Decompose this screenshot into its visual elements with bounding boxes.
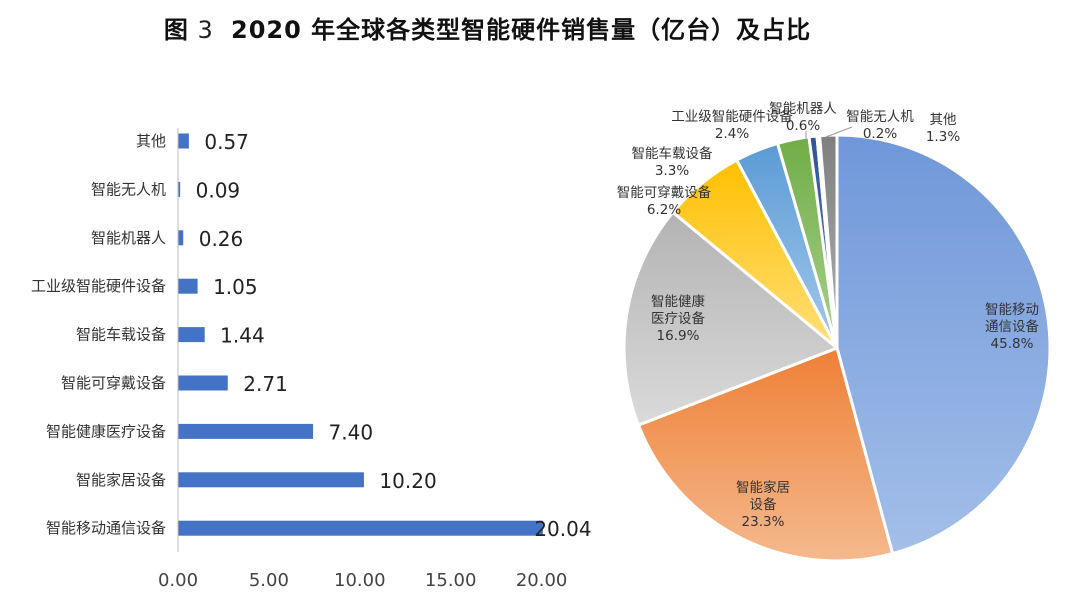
pie-slice-8 (818, 133, 839, 350)
pie-slice-percent: 16.9% (657, 328, 700, 344)
bar-value-label: 0.09 (196, 178, 241, 202)
bar-7 (178, 472, 364, 488)
bar-5 (178, 375, 228, 391)
bar-category-label: 智能车载设备 (76, 326, 166, 344)
bar-value-label: 1.05 (213, 275, 258, 299)
bar-category-label: 智能无人机 (91, 180, 166, 198)
pie-slice-label: 医疗设备 (651, 310, 705, 327)
pie-slice-2 (622, 210, 839, 427)
pie-slice-percent: 6.2% (647, 202, 681, 218)
pie-slice-label: 智能可穿戴设备 (617, 184, 712, 201)
pie-slice-label: 智能机器人 (769, 101, 837, 117)
bar-value-label: 1.44 (220, 324, 265, 348)
x-tick-label: 5.00 (249, 570, 289, 591)
leader-line (825, 126, 853, 138)
pie-slice-percent: 0.2% (863, 126, 897, 142)
figure-title-text: 2020 年全球各类型智能硬件销售量（亿台）及占比 (231, 16, 812, 44)
pie-slice-label: 智能车载设备 (632, 145, 713, 162)
bar-4 (178, 327, 205, 343)
pie-slice-label: 智能移动 (985, 302, 1039, 318)
pie-slice-percent: 0.6% (786, 118, 820, 134)
bar-value-label: 10.20 (379, 469, 436, 493)
pie-slice-percent: 2.4% (715, 126, 749, 142)
pie-slice-label: 设备 (750, 496, 778, 513)
bar-value-label: 0.26 (199, 227, 244, 251)
bar-category-label: 工业级智能硬件设备 (31, 277, 166, 295)
bar-0 (178, 133, 189, 149)
pie-slice-label: 通信设备 (985, 318, 1039, 335)
pie-slice-label: 智能家居 (736, 479, 790, 496)
pie-slice-percent: 45.8% (991, 336, 1034, 352)
bar-8 (178, 520, 543, 536)
bar-2 (178, 230, 184, 246)
figure-number: 3 (197, 16, 214, 44)
pie-slice-percent: 23.3% (742, 514, 785, 530)
pie-slice-label: 其他 (930, 112, 957, 128)
bar-6 (178, 423, 314, 439)
pie-slice-label: 工业级智能硬件设备 (671, 108, 793, 125)
pie-slice-0 (835, 133, 1052, 556)
bar-category-label: 智能可穿戴设备 (61, 374, 166, 392)
bar-chart: 其他 0.57 智能无人机 0.09 智能机器人 0.26 工业级智能硬件设备 1.05 智能车… (31, 128, 592, 591)
x-tick-label: 10.00 (334, 570, 386, 591)
chart-title: 图 3 2020 年全球各类型智能硬件销售量（亿台）及占比 (0, 10, 975, 45)
bar-value-label: 7.40 (329, 420, 374, 444)
bar-value-label: 2.71 (243, 372, 288, 396)
pie-slice-percent: 3.3% (655, 163, 689, 179)
bar-3 (178, 278, 198, 294)
bar-value-label: 0.57 (204, 130, 249, 154)
pie-slice-label: 智能健康 (651, 293, 705, 310)
bar-category-label: 智能健康医疗设备 (46, 422, 166, 440)
bar-category-label: 智能机器人 (91, 229, 166, 247)
figure-label: 图 (163, 16, 189, 44)
x-tick-label: 20.00 (516, 570, 568, 591)
bar-category-label: 智能家居设备 (76, 471, 166, 489)
pie-slice-percent: 1.3% (926, 129, 960, 145)
x-tick-label: 0.00 (158, 570, 198, 591)
bar-category-label: 智能移动通信设备 (46, 519, 166, 537)
bar-category-label: 其他 (136, 132, 166, 150)
bar-value-label: 20.04 (534, 517, 591, 541)
x-tick-label: 15.00 (425, 570, 477, 591)
pie-slice-label: 智能无人机 (846, 109, 914, 125)
bar-1 (178, 181, 181, 197)
